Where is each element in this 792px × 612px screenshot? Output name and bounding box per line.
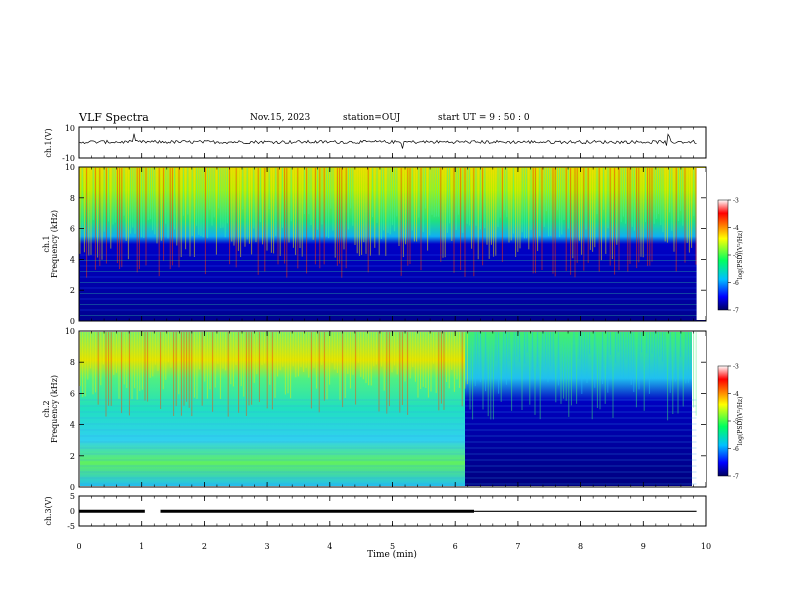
ch1-ylabel: ch.1(V) — [44, 128, 53, 157]
y-tick-label: 0 — [70, 317, 75, 326]
y-tick-label: 6 — [70, 389, 75, 398]
colorbar-tick-label: -6 — [733, 446, 739, 453]
colorbar-tick-label: -7 — [733, 308, 739, 315]
colorbar-tick-label: -4 — [733, 391, 739, 398]
y-tick-label: 5 — [70, 492, 75, 501]
ch1-striations — [79, 168, 706, 320]
ch2-spec-ylabel-a: ch.2 — [42, 400, 51, 417]
x-tick-label: 10 — [701, 542, 711, 551]
x-tick-label: 2 — [202, 542, 207, 551]
ch2-cbar-label: log(PSD)(V²/Hz) — [737, 397, 744, 446]
start-ut-label: start UT = 9 : 50 : 0 — [438, 113, 530, 123]
x-tick-label: 3 — [265, 542, 270, 551]
station-label: station=OUJ — [343, 113, 401, 123]
colorbar-tick-label: -7 — [733, 474, 739, 481]
y-tick-label: 10 — [65, 124, 75, 133]
y-tick-label: 6 — [70, 225, 75, 234]
colorbar-ticks: -3 -4 -5 -6 -7 -3 -4 -5 -6 -7 — [728, 198, 739, 481]
ch2-blank — [696, 332, 706, 486]
colorbar-tick-label: -5 — [733, 419, 739, 426]
ch3-ylabel: ch.3(V) — [44, 496, 53, 525]
y-tick-label: 2 — [70, 452, 75, 461]
x-tick-label: 9 — [641, 542, 646, 551]
colorbar-tick-label: -6 — [733, 280, 739, 287]
figure-title: VLF Spectra — [79, 111, 149, 124]
y-tick-label: 0 — [70, 507, 75, 516]
colorbar-tick-label: -3 — [733, 198, 739, 205]
ch1-waveform-trace — [79, 133, 697, 149]
ch1-cbar-label: log(PSD)(V²/Hz) — [737, 231, 744, 280]
ch2-striations — [79, 332, 706, 486]
y-tick-label: 0 — [70, 483, 75, 492]
y-tick-label: -10 — [62, 154, 75, 163]
x-tick-label: 4 — [327, 542, 332, 551]
y-tick-label: 8 — [70, 358, 75, 367]
x-tick-label: 7 — [515, 542, 520, 551]
colorbar-tick-label: -5 — [733, 253, 739, 260]
y-tick-label: 10 — [65, 327, 75, 336]
y-tick-label: 4 — [70, 255, 75, 264]
x-tick-label: 8 — [578, 542, 583, 551]
date-label: Nov.15, 2023 — [250, 113, 311, 123]
y-tick-label: -5 — [67, 522, 75, 531]
ch2-spec-ylabel-b: Frequency (kHz) — [50, 375, 59, 443]
x-tick-label: 1 — [139, 542, 144, 551]
ch1-colorbar — [717, 199, 729, 311]
y-tick-label: 8 — [70, 194, 75, 203]
ch1-blank — [696, 168, 706, 320]
x-tick-label: 6 — [453, 542, 458, 551]
y-tick-label: 2 — [70, 286, 75, 295]
y-tick-label: 10 — [65, 163, 75, 172]
y-tick-label: 4 — [70, 421, 75, 430]
x-axis-label: Time (min) — [367, 549, 417, 560]
colorbar-tick-label: -4 — [733, 225, 739, 232]
colorbar-tick-label: -3 — [733, 364, 739, 371]
x-tick-label: 5 — [390, 542, 395, 551]
ch2-colorbar — [717, 365, 729, 477]
ch1-waveform-line — [79, 133, 697, 149]
ch1-spec-ylabel-b: Frequency (kHz) — [50, 210, 59, 278]
x-tick-label: 0 — [76, 542, 81, 551]
ch1-spec-ylabel-a: ch.1 — [42, 235, 51, 252]
